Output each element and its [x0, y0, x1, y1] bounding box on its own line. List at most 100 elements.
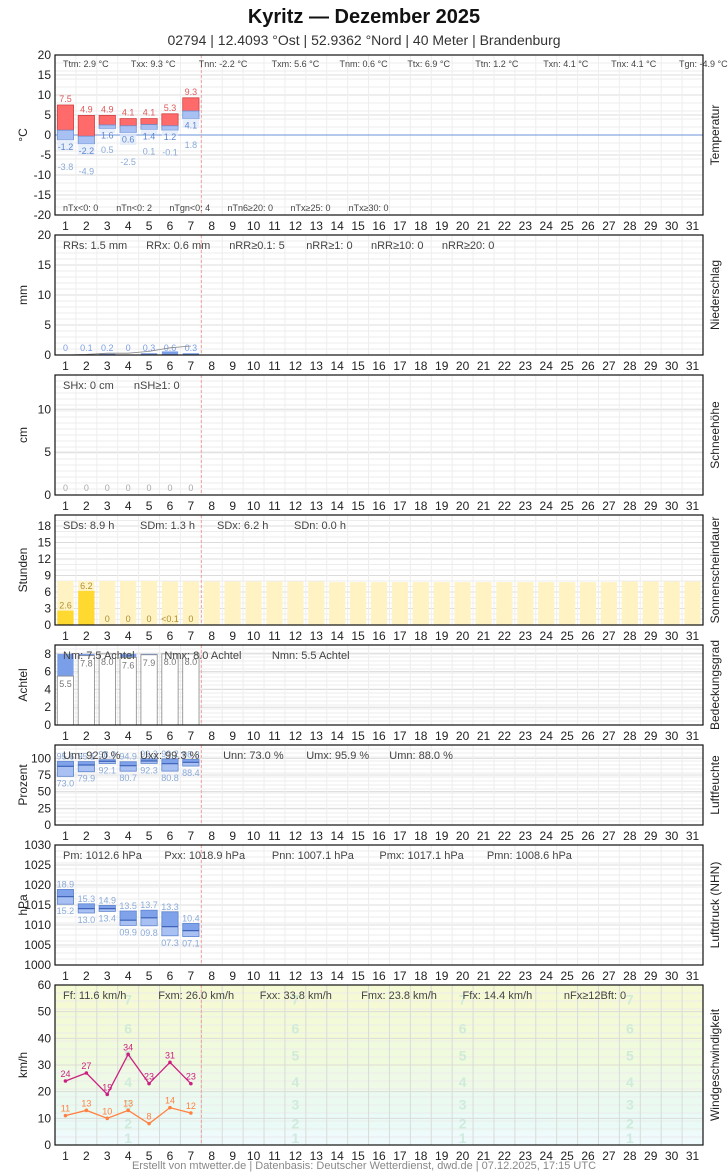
y-tick-label: -5	[40, 148, 51, 162]
stat-label: nTx<0: 0	[63, 203, 98, 213]
x-tick-label: 12	[289, 829, 303, 843]
x-tick-label: 31	[686, 969, 700, 983]
svg-text:0.3: 0.3	[143, 343, 156, 353]
svg-text:1.2: 1.2	[164, 132, 177, 142]
x-tick-label: 1	[62, 359, 69, 373]
svg-text:4: 4	[291, 1074, 299, 1090]
svg-text:0: 0	[167, 483, 172, 493]
svg-text:1: 1	[291, 1130, 299, 1146]
svg-text:5: 5	[626, 1047, 634, 1063]
svg-text:7: 7	[626, 991, 634, 1007]
y-tick-label: 50	[38, 1005, 52, 1019]
stat-label: Txm: 5.6 °C	[272, 59, 320, 69]
x-tick-label: 7	[188, 969, 195, 983]
x-tick-label: 23	[519, 729, 533, 743]
svg-text:0: 0	[63, 483, 68, 493]
y-tick-label: 10	[38, 88, 52, 102]
x-tick-label: 26	[581, 219, 595, 233]
chart-frame	[54, 374, 704, 496]
x-tick-label: 16	[372, 969, 386, 983]
x-tick-label: 27	[602, 219, 616, 233]
y-tick-label: 1030	[24, 838, 51, 852]
x-tick-label: 4	[125, 1149, 132, 1163]
svg-text:0: 0	[126, 483, 131, 493]
stat-label: nSH≥1: 0	[134, 380, 180, 392]
svg-text:27: 27	[81, 1061, 91, 1071]
svg-text:6: 6	[124, 1021, 132, 1037]
y-tick-label: 20	[38, 48, 52, 62]
stat-label: Umx: 95.9 %	[306, 750, 369, 762]
x-tick-label: 4	[125, 499, 132, 513]
x-tick-label: 21	[477, 969, 491, 983]
x-tick-label: 7	[188, 1149, 195, 1163]
svg-text:-0.1: -0.1	[162, 147, 178, 157]
svg-text:-2.2: -2.2	[79, 146, 95, 156]
svg-text:0: 0	[147, 483, 152, 493]
x-tick-label: 21	[477, 629, 491, 643]
x-tick-label: 27	[602, 629, 616, 643]
svg-text:2: 2	[626, 1115, 634, 1131]
y-axis-label: °C	[16, 128, 30, 142]
x-tick-label: 13	[310, 359, 324, 373]
x-tick-label: 28	[623, 1149, 637, 1163]
stat-label: Fxx: 33.8 km/h	[260, 990, 332, 1002]
svg-text:7.5: 7.5	[59, 94, 72, 104]
x-tick-label: 5	[146, 629, 153, 643]
x-tick-label: 13	[310, 629, 324, 643]
x-tick-label: 22	[498, 829, 512, 843]
x-tick-label: 18	[414, 359, 428, 373]
y-tick-label: -10	[34, 168, 52, 182]
svg-text:0: 0	[63, 343, 68, 353]
x-tick-label: 23	[519, 499, 533, 513]
y-tick-label: 0	[44, 348, 51, 362]
x-tick-label: 30	[665, 359, 679, 373]
x-tick-label: 31	[686, 219, 700, 233]
x-tick-label: 11	[268, 219, 281, 233]
y-tick-label: 8	[44, 647, 51, 661]
x-tick-label: 26	[581, 499, 595, 513]
panel-title: Schneehöhe	[708, 401, 722, 469]
svg-text:0: 0	[188, 614, 193, 624]
footer-credits: Erstellt von mtwetter.de | Datenbasis: D…	[131, 1160, 597, 1172]
x-tick-label: 2	[83, 1149, 90, 1163]
x-tick-label: 19	[435, 1149, 449, 1163]
svg-text:1.8: 1.8	[185, 140, 198, 150]
y-tick-label: 0	[44, 618, 51, 632]
panel-title: Bedeckungsgrad	[708, 640, 722, 730]
svg-text:14.9: 14.9	[98, 895, 116, 905]
svg-text:13.5: 13.5	[119, 901, 137, 911]
x-tick-label: 8	[208, 1149, 215, 1163]
x-tick-label: 18	[414, 219, 428, 233]
chart-frame	[54, 984, 704, 1146]
x-tick-label: 4	[125, 219, 132, 233]
page-title: Kyritz — Dezember 2025	[247, 6, 481, 28]
y-tick-label: 10	[38, 288, 52, 302]
svg-text:4.9: 4.9	[101, 104, 114, 114]
x-tick-label: 17	[393, 359, 407, 373]
x-tick-label: 25	[560, 359, 574, 373]
stat-label: nTx≥25: 0	[291, 203, 331, 213]
svg-text:0: 0	[147, 614, 152, 624]
y-axis-label: Stunden	[16, 548, 30, 593]
y-axis-label: Prozent	[16, 764, 30, 806]
y-tick-label: 15	[38, 536, 52, 550]
x-tick-label: 5	[146, 829, 153, 843]
stat-label: Pm: 1012.6 hPa	[63, 850, 143, 862]
y-tick-label: 5	[44, 108, 51, 122]
svg-text:99.3: 99.3	[140, 749, 158, 759]
svg-text:31: 31	[165, 1050, 175, 1060]
x-tick-label: 10	[247, 219, 261, 233]
x-tick-label: 8	[208, 629, 215, 643]
stat-label: Pnn: 1007.1 hPa	[272, 850, 355, 862]
x-tick-label: 25	[560, 729, 574, 743]
y-tick-label: 25	[38, 801, 52, 815]
x-tick-label: 15	[351, 829, 365, 843]
x-tick-label: 24	[540, 219, 554, 233]
x-tick-label: 4	[125, 829, 132, 843]
x-tick-label: 15	[351, 729, 365, 743]
svg-text:10: 10	[102, 1106, 112, 1116]
stat-label: Tnn: -2.2 °C	[199, 59, 248, 69]
svg-text:10.4: 10.4	[182, 913, 200, 923]
x-tick-label: 1	[62, 219, 69, 233]
